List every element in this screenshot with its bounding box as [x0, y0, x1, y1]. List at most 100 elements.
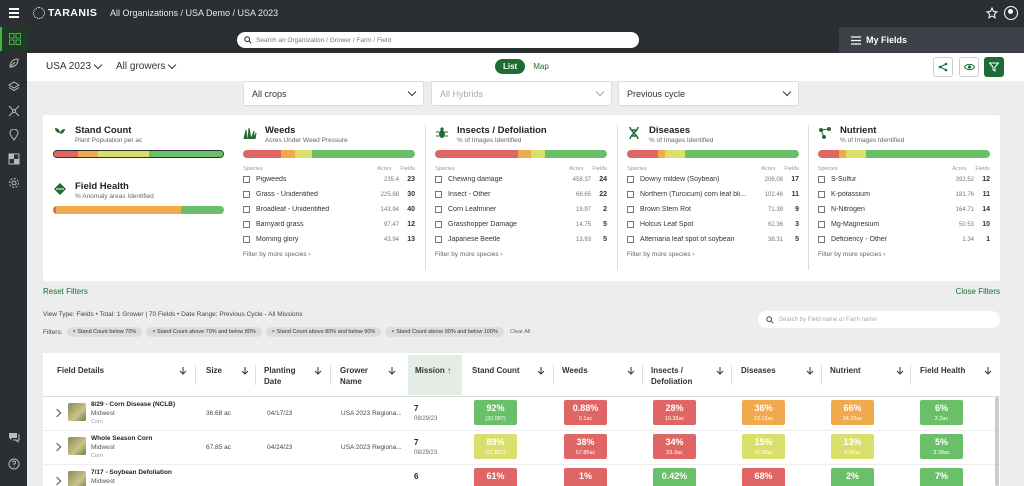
species-row[interactable]: S-Sulfur 392.52 12: [818, 172, 990, 187]
sort-arrow-down-icon[interactable]: [388, 367, 396, 375]
sort-arrow-down-icon[interactable]: [984, 367, 992, 375]
sort-arrow-down-icon[interactable]: [314, 367, 322, 375]
stand-badge[interactable]: 89% (21,827): [474, 434, 517, 459]
nutrient-badge[interactable]: 13% 8.91ac: [831, 434, 874, 459]
checkbox[interactable]: [435, 221, 442, 228]
expand-chevron-icon[interactable]: [52, 442, 62, 452]
health-badge[interactable]: 5% 3.39ac: [920, 434, 963, 459]
checkbox[interactable]: [435, 206, 442, 213]
species-row[interactable]: Broadleaf - Unidentified 143.94 40: [243, 202, 415, 217]
close-icon[interactable]: ×: [152, 329, 158, 335]
sidebar-item-drone[interactable]: [0, 99, 27, 123]
checkbox[interactable]: [627, 236, 634, 243]
col-stand-count[interactable]: Stand Count: [472, 366, 520, 375]
sort-arrow-down-icon[interactable]: [806, 367, 814, 375]
checkbox[interactable]: [627, 191, 634, 198]
species-row[interactable]: Grasshopper Damage 14.75 5: [435, 217, 607, 232]
checkbox[interactable]: [243, 236, 250, 243]
diseases-bar[interactable]: [627, 150, 799, 158]
growers-dropdown[interactable]: All growers: [116, 60, 177, 72]
diseases-badge[interactable]: 68%: [742, 468, 785, 486]
species-row[interactable]: Downy mildew (Soybean) 206.08 17: [627, 172, 799, 187]
col-insects[interactable]: Insects / Defoliation: [651, 366, 693, 386]
stand-badge[interactable]: 92% (32,087): [474, 400, 517, 425]
col-field-health[interactable]: Field Health: [920, 366, 966, 375]
species-row[interactable]: Brown Stem Rot 71.39 9: [627, 202, 799, 217]
filter-more-species-link[interactable]: Filter by more species ›: [243, 251, 415, 258]
breadcrumb[interactable]: All Organizations / USA Demo / USA 2023: [110, 8, 279, 18]
share-button[interactable]: [933, 57, 953, 77]
close-filters-link[interactable]: Close Filters: [955, 287, 1000, 296]
filter-more-species-link[interactable]: Filter by more species ›: [627, 251, 799, 258]
crops-select[interactable]: All crops: [243, 81, 424, 106]
filter-more-species-link[interactable]: Filter by more species ›: [818, 251, 990, 258]
health-badge[interactable]: 7%: [920, 468, 963, 486]
field-health-bar[interactable]: [53, 206, 224, 214]
hamburger-menu-icon[interactable]: [9, 8, 19, 18]
diseases-badge[interactable]: 15% 10.26ac: [742, 434, 785, 459]
app-logo[interactable]: TARANIS: [33, 7, 97, 19]
expand-chevron-icon[interactable]: [52, 408, 62, 418]
col-size[interactable]: Size: [206, 366, 223, 375]
species-row[interactable]: Insect - Other 66.65 22: [435, 187, 607, 202]
diseases-badge[interactable]: 36% 13.13ac: [742, 400, 785, 425]
insects-bar[interactable]: [435, 150, 607, 158]
species-row[interactable]: Corn Leafminer 19.97 2: [435, 202, 607, 217]
checkbox[interactable]: [435, 236, 442, 243]
checkbox[interactable]: [627, 221, 634, 228]
stand-count-bar[interactable]: [53, 150, 224, 158]
my-fields-button[interactable]: My Fields: [839, 27, 1024, 53]
checkbox[interactable]: [243, 221, 250, 228]
close-icon[interactable]: ×: [72, 329, 78, 335]
clear-all-link[interactable]: Clear All: [509, 329, 531, 335]
sidebar-item-leaf[interactable]: [0, 51, 27, 75]
field-thumbnail[interactable]: [68, 471, 86, 486]
insects-badge[interactable]: 0.42%: [653, 468, 696, 486]
species-row[interactable]: Deficiency - Other 1.34 1: [818, 232, 990, 247]
checkbox[interactable]: [435, 191, 442, 198]
col-mission[interactable]: Mission ↑: [408, 355, 462, 395]
season-dropdown[interactable]: USA 2023: [46, 60, 103, 72]
species-row[interactable]: Barnyard grass 97.47 12: [243, 217, 415, 232]
stand-count-card[interactable]: Stand Count Plant Population per ac: [53, 125, 224, 158]
checkbox[interactable]: [818, 191, 825, 198]
sort-arrow-down-icon[interactable]: [716, 367, 724, 375]
global-search-input[interactable]: [256, 36, 616, 44]
checkbox[interactable]: [435, 176, 442, 183]
nutrient-badge[interactable]: 66% 24.22ac: [831, 400, 874, 425]
sort-arrow-up-icon[interactable]: ↑: [447, 366, 452, 375]
field-thumbnail[interactable]: [68, 403, 86, 421]
global-search[interactable]: [237, 32, 639, 48]
species-row[interactable]: Holcus Leaf Spot 62.36 3: [627, 217, 799, 232]
hybrids-select[interactable]: All Hybrids: [431, 81, 612, 106]
weeds-badge[interactable]: 1%: [564, 468, 607, 486]
reset-filters-link[interactable]: Reset Filters: [43, 287, 88, 296]
species-row[interactable]: N-Nitrogen 164.71 14: [818, 202, 990, 217]
health-badge[interactable]: 6% 2.2ac: [920, 400, 963, 425]
filter-chip[interactable]: × Stand Count below 70%: [66, 327, 143, 337]
species-row[interactable]: Northern (Turcicum) corn leaf bli... 102.…: [627, 187, 799, 202]
field-search[interactable]: Search by Field name or Farm name: [758, 311, 1000, 328]
stand-badge[interactable]: 61%: [474, 468, 517, 486]
filter-more-species-link[interactable]: Filter by more species ›: [435, 251, 607, 258]
species-row[interactable]: Mg-Magnesium 50.53 10: [818, 217, 990, 232]
col-field-details[interactable]: Field Details: [57, 366, 105, 375]
sidebar-item-dashboard[interactable]: [0, 27, 27, 51]
species-row[interactable]: Chewing damage 458.37 24: [435, 172, 607, 187]
sidebar-item-reports[interactable]: [0, 147, 27, 171]
sort-arrow-down-icon[interactable]: [537, 367, 545, 375]
col-grower-name[interactable]: Grower Name: [340, 366, 369, 386]
col-weeds[interactable]: Weeds: [562, 366, 588, 375]
checkbox[interactable]: [818, 206, 825, 213]
insects-badge[interactable]: 34% 23.3ac: [653, 434, 696, 459]
species-row[interactable]: Morning glory 43.94 13: [243, 232, 415, 247]
close-icon[interactable]: ×: [271, 329, 277, 335]
species-row[interactable]: K-potassium 181.76 11: [818, 187, 990, 202]
checkbox[interactable]: [243, 176, 250, 183]
visibility-button[interactable]: [959, 57, 979, 77]
col-diseases[interactable]: Diseases: [741, 366, 776, 375]
checkbox[interactable]: [818, 236, 825, 243]
expand-chevron-icon[interactable]: [52, 476, 62, 486]
checkbox[interactable]: [627, 176, 634, 183]
filter-chip[interactable]: × Stand Count above 80% and below 90%: [265, 327, 382, 337]
